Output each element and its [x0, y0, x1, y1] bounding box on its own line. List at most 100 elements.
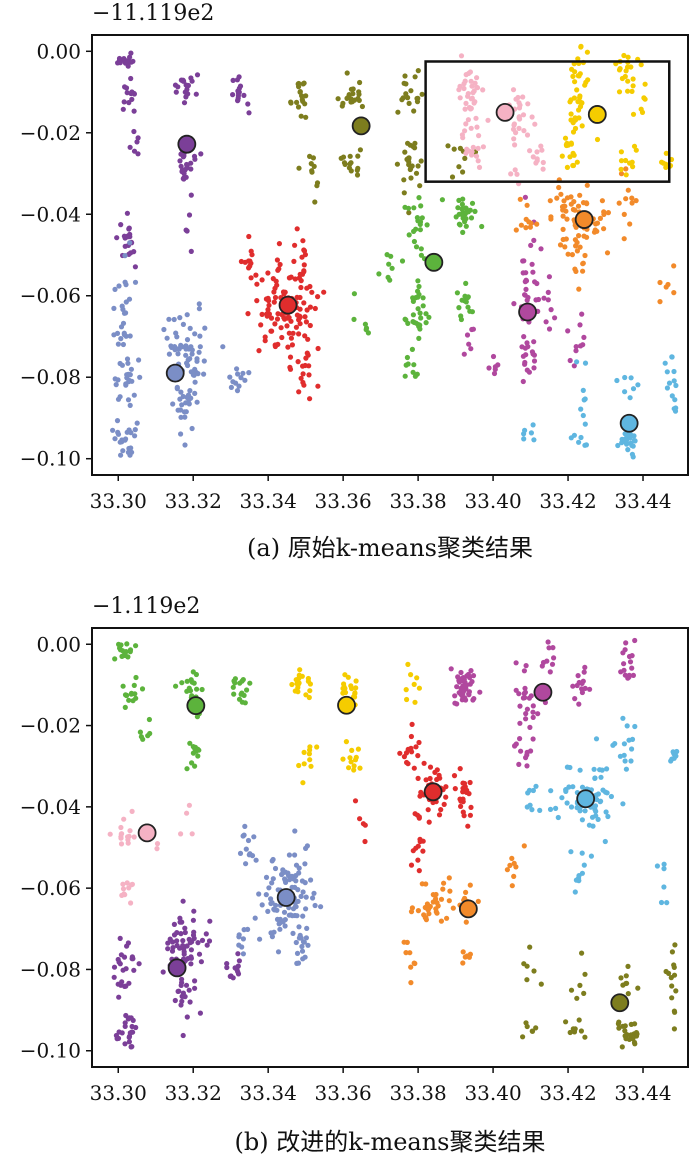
data-point	[520, 353, 527, 359]
data-point	[115, 431, 122, 437]
data-point	[407, 950, 413, 956]
y-tick-label: −0.04	[20, 795, 81, 819]
data-point	[513, 130, 519, 136]
data-point	[567, 154, 573, 160]
data-point	[523, 663, 529, 669]
data-point	[269, 900, 275, 906]
data-point	[522, 689, 529, 696]
data-point	[664, 369, 670, 375]
data-point	[469, 83, 475, 89]
data-point	[402, 316, 408, 322]
data-point	[236, 932, 242, 938]
data-point	[128, 1015, 134, 1021]
data-point	[458, 803, 464, 810]
data-point	[125, 63, 131, 69]
data-point	[247, 258, 253, 264]
data-point	[408, 909, 415, 915]
data-point	[410, 312, 416, 318]
data-point	[452, 786, 458, 792]
data-point	[474, 124, 480, 130]
data-point	[199, 937, 206, 944]
data-point	[621, 667, 627, 673]
data-point	[574, 87, 580, 93]
data-point	[187, 388, 193, 394]
data-point	[663, 284, 669, 290]
data-point	[340, 690, 346, 696]
data-point	[576, 1017, 582, 1023]
data-point	[270, 276, 276, 282]
data-point	[582, 360, 589, 366]
data-point	[248, 275, 254, 281]
data-point	[190, 750, 196, 756]
data-point	[466, 341, 472, 347]
data-point	[357, 816, 363, 822]
data-point	[629, 159, 635, 165]
data-point	[666, 380, 673, 386]
data-point	[562, 135, 569, 141]
data-point	[425, 807, 431, 813]
data-point	[133, 674, 139, 681]
data-point	[245, 837, 252, 844]
data-point	[625, 88, 631, 94]
data-point	[460, 949, 466, 955]
data-point	[534, 156, 540, 162]
data-point	[307, 322, 313, 329]
data-point	[128, 1044, 134, 1050]
data-point	[623, 166, 629, 172]
data-point	[524, 367, 530, 373]
data-point	[538, 981, 544, 987]
data-point	[166, 316, 172, 322]
data-point	[195, 940, 201, 946]
data-point	[193, 91, 199, 97]
data-point	[668, 758, 674, 764]
data-point	[439, 197, 445, 203]
data-point	[129, 1023, 135, 1030]
data-point	[146, 716, 152, 723]
data-point	[479, 223, 485, 230]
data-point	[140, 736, 146, 742]
data-point	[124, 641, 130, 647]
data-point	[175, 988, 181, 995]
data-point	[413, 170, 420, 176]
data-point	[572, 696, 578, 702]
data-point	[560, 226, 566, 232]
data-point	[302, 333, 308, 339]
data-point	[553, 805, 559, 812]
data-point	[224, 961, 230, 967]
data-point	[129, 954, 135, 960]
data-point	[355, 165, 361, 171]
y-tick-label: −0.06	[20, 876, 81, 900]
data-point	[262, 334, 268, 340]
data-point	[182, 442, 188, 448]
data-point	[618, 975, 624, 981]
data-point	[165, 946, 171, 952]
data-point	[669, 995, 675, 1001]
data-point	[623, 172, 629, 178]
data-point	[318, 904, 324, 910]
data-point	[277, 261, 283, 268]
data-point	[581, 862, 587, 868]
data-point	[584, 182, 590, 188]
data-point	[310, 895, 316, 901]
data-point	[254, 298, 260, 304]
data-point	[404, 354, 410, 361]
data-point	[122, 1023, 128, 1029]
data-point	[559, 153, 565, 159]
data-point	[286, 330, 292, 336]
data-point	[531, 365, 537, 371]
data-point	[534, 221, 540, 227]
data-point	[416, 868, 422, 874]
data-point	[234, 366, 240, 372]
data-point	[340, 685, 346, 692]
data-point	[180, 321, 186, 327]
data-point	[521, 961, 527, 967]
x-tick-label: 33.40	[464, 1081, 521, 1105]
data-point	[305, 942, 311, 948]
data-point	[207, 918, 213, 924]
data-point	[519, 344, 525, 350]
data-point	[411, 765, 417, 771]
data-point	[405, 661, 411, 668]
data-point	[126, 225, 132, 231]
data-point	[592, 775, 598, 782]
